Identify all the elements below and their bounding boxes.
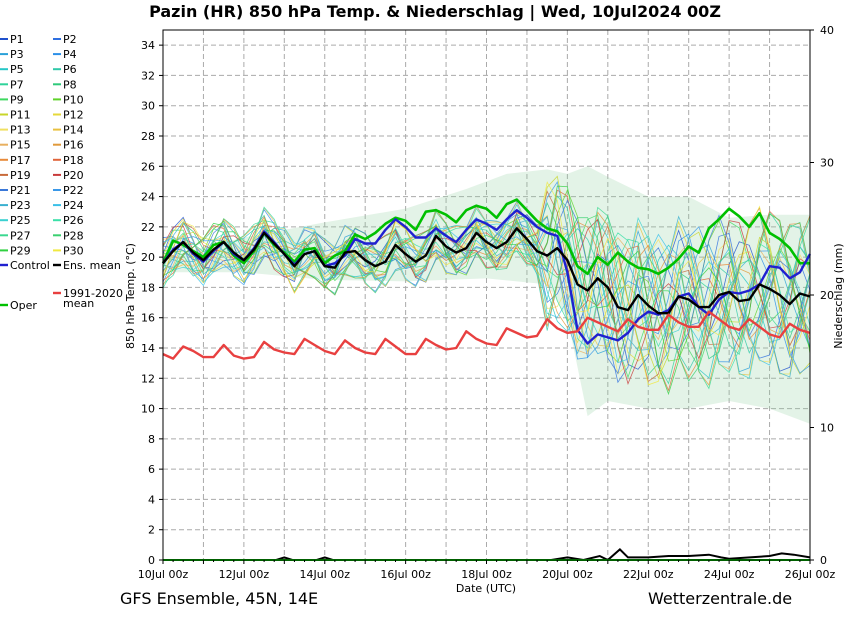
- legend-label: P27: [10, 229, 31, 242]
- legend-label: P18: [63, 154, 84, 167]
- series-ens-mean: [162, 227, 811, 315]
- legend-label: P9: [10, 93, 24, 106]
- y-tick-label: 32: [141, 69, 155, 82]
- legend-label: P23: [10, 199, 31, 212]
- y-axis-label: 850 hPa Temp. (°C): [124, 243, 137, 349]
- legend-label: mean: [63, 297, 94, 310]
- legend-label: P17: [10, 154, 31, 167]
- legend-label: P8: [63, 78, 77, 91]
- y2-tick-label: 10: [820, 422, 834, 435]
- legend-label: P7: [10, 78, 24, 91]
- legend-label: P15: [10, 139, 31, 152]
- x-axis: 10Jul 00z 12Jul 00z 14Jul 00z 16Jul 00z 18Ju…: [138, 560, 836, 581]
- legend-label: P19: [10, 169, 31, 182]
- legend-label: Oper: [10, 299, 37, 312]
- legend-label: 1991-2020: [63, 287, 123, 300]
- y-tick-label: 0: [148, 554, 155, 567]
- y-tick-label: 34: [141, 39, 155, 52]
- legend-label: P1: [10, 33, 24, 46]
- legend-label: P2: [63, 33, 77, 46]
- ensemble-spread: [163, 166, 810, 424]
- y2-tick-label: 20: [820, 289, 834, 302]
- legend: P1 P2 P3 P4 P5 P6 P7 P8 P9 P10 P11 P12 P13 P14 P15 P16 P…: [0, 33, 123, 312]
- legend-label: Control: [10, 259, 50, 272]
- y-tick-label: 28: [141, 130, 155, 143]
- x-tick-label: 18Jul 00z: [461, 568, 512, 581]
- legend-label: P11: [10, 109, 31, 122]
- member-trace: [162, 195, 811, 385]
- legend-label: P10: [63, 93, 84, 106]
- legend-label: P13: [10, 124, 31, 137]
- y-tick-label: 22: [141, 221, 155, 234]
- legend-label: P4: [63, 48, 77, 61]
- x-tick-label: 24Jul 00z: [704, 568, 755, 581]
- legend-label: P22: [63, 184, 84, 197]
- grid: [162, 30, 811, 561]
- footer-source: Wetterzentrale.de: [648, 589, 793, 608]
- y-tick-label: 20: [141, 251, 155, 264]
- member-trace: [162, 203, 811, 366]
- x-tick-label: 20Jul 00z: [542, 568, 593, 581]
- y2-tick-label: 0: [820, 554, 827, 567]
- x-tick-label: 14Jul 00z: [299, 568, 350, 581]
- legend-label: P16: [63, 139, 84, 152]
- legend-label: P25: [10, 214, 31, 227]
- series-lines: [161, 198, 812, 360]
- x-tick-label: 22Jul 00z: [623, 568, 674, 581]
- member-trace: [162, 211, 811, 382]
- y-tick-label: 4: [148, 493, 155, 506]
- legend-label: P24: [63, 199, 84, 212]
- legend-label: P26: [63, 214, 84, 227]
- y-tick-label: 2: [148, 524, 155, 537]
- legend-label: P30: [63, 244, 84, 257]
- x-axis-label: Date (UTC): [456, 582, 516, 595]
- series-1991-2020-mean: [162, 310, 811, 360]
- legend-label: P20: [63, 169, 84, 182]
- x-tick-label: 16Jul 00z: [380, 568, 431, 581]
- legend-label: P21: [10, 184, 31, 197]
- y-tick-label: 8: [148, 433, 155, 446]
- x-tick-label: 26Jul 00z: [785, 568, 836, 581]
- y-tick-label: 30: [141, 100, 155, 113]
- x-tick-label: 12Jul 00z: [219, 568, 270, 581]
- y-tick-label: 18: [141, 281, 155, 294]
- y-tick-label: 16: [141, 312, 155, 325]
- y-tick-label: 10: [141, 403, 155, 416]
- legend-label: P6: [63, 63, 77, 76]
- legend-label: P28: [63, 229, 84, 242]
- y2-tick-label: 40: [820, 24, 834, 37]
- y-tick-label: 6: [148, 463, 155, 476]
- footer-model: GFS Ensemble, 45N, 14E: [120, 589, 319, 608]
- legend-label: Ens. mean: [63, 259, 121, 272]
- y-tick-label: 26: [141, 160, 155, 173]
- chart-title: Pazin (HR) 850 hPa Temp. & Niederschlag …: [149, 2, 721, 22]
- y2-axis-label: Niederschlag (mm): [832, 243, 845, 348]
- y2-tick-label: 30: [820, 157, 834, 170]
- y-tick-label: 12: [141, 372, 155, 385]
- legend-label: P14: [63, 124, 84, 137]
- legend-label: P5: [10, 63, 24, 76]
- y-tick-label: 24: [141, 191, 155, 204]
- legend-label: P3: [10, 48, 24, 61]
- x-tick-label: 10Jul 00z: [138, 568, 189, 581]
- member-trace: [162, 185, 811, 396]
- y2-axis: 0 10 20 30 40: [810, 24, 834, 567]
- legend-label: P12: [63, 109, 84, 122]
- member-trace: [162, 189, 811, 392]
- y-tick-label: 14: [141, 342, 155, 355]
- legend-label: P29: [10, 244, 31, 257]
